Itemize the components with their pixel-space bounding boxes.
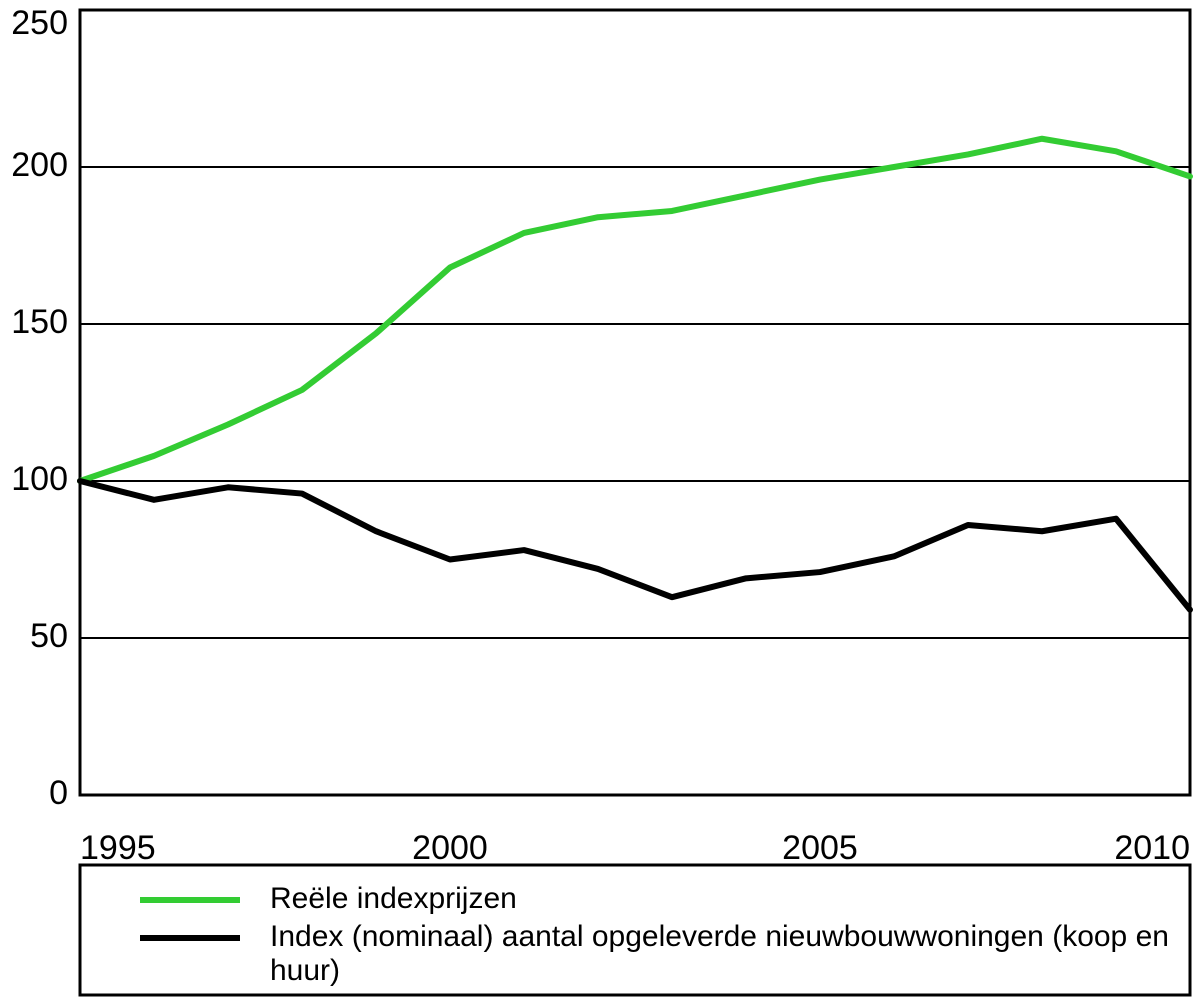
line-chart: 0 50 100 150 200 250 1995 2000 2005 2010 Reële ind… [0, 0, 1200, 1004]
y-tick-label: 150 [11, 303, 68, 341]
y-tick-label: 50 [30, 617, 68, 655]
x-tick-label: 2010 [1114, 829, 1190, 867]
x-tick-label: 1995 [80, 829, 156, 867]
x-tick-label: 2005 [782, 829, 858, 867]
y-tick-label: 200 [11, 146, 68, 184]
legend-label: Reële indexprijzen [270, 882, 517, 915]
y-tick-label: 250 [11, 4, 68, 42]
y-tick-label: 0 [49, 774, 68, 812]
x-tick-label: 2000 [412, 829, 488, 867]
y-tick-label: 100 [11, 460, 68, 498]
